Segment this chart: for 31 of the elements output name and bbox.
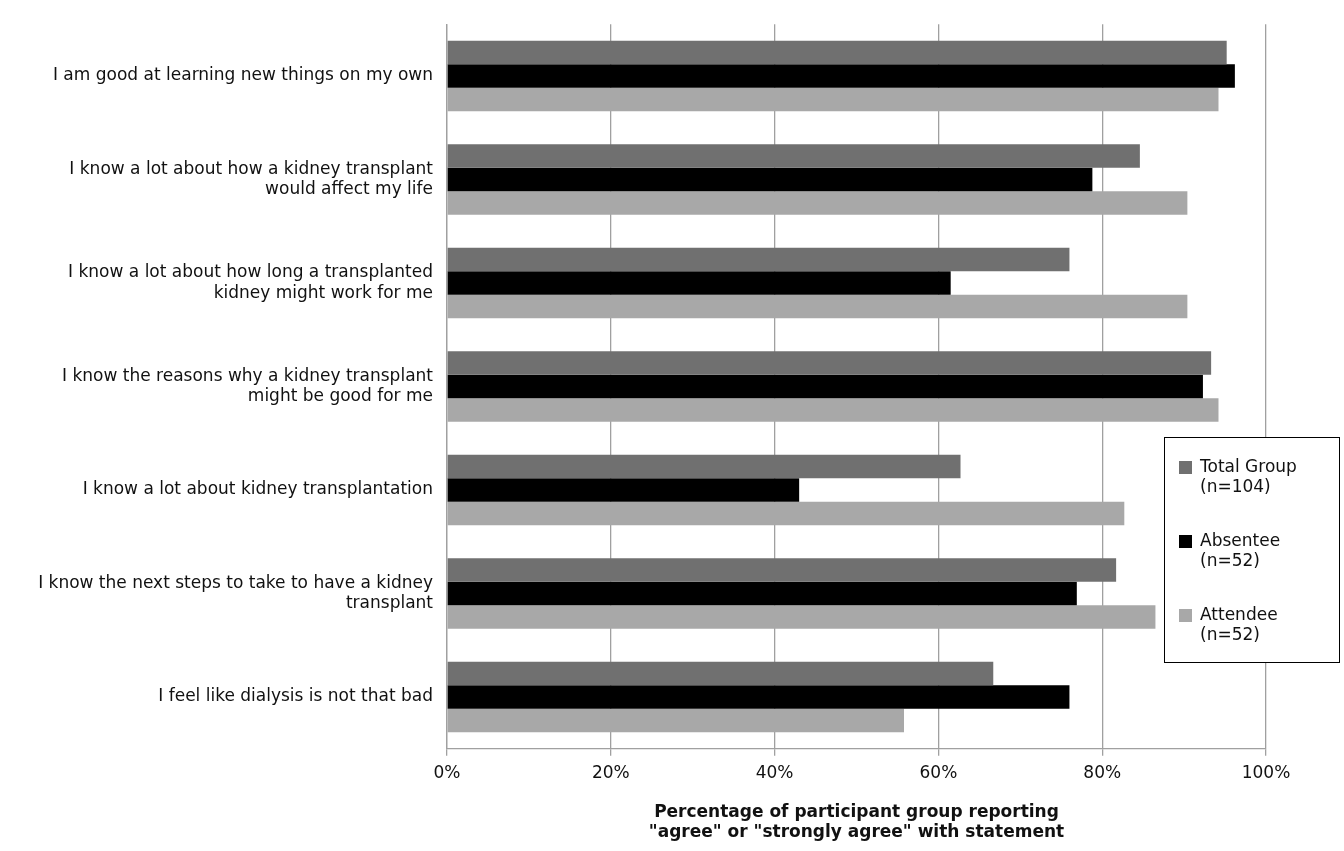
y-tick-label: I know a lot about how long a transplanted kidney might work for me [68, 261, 433, 302]
bar [447, 558, 1117, 582]
x-axis-title: Percentage of participant group reporting "agree" or "strongly agree" with statement [648, 800, 1065, 842]
bar [447, 661, 994, 686]
x-tick-label: 100% [1241, 762, 1291, 783]
bar [447, 167, 1093, 192]
y-tick-label: I know the next steps to take to have a kidney transplant [38, 571, 434, 613]
bar [447, 454, 961, 479]
y-tick-label: I am good at learning new things on my own [52, 64, 433, 85]
x-tick-label: 40% [755, 762, 794, 783]
y-tick-label: I know a lot about how a kidney transplant would affect my life [69, 157, 434, 199]
y-tick-label: I know a lot about kidney transplantation [82, 478, 433, 499]
x-tick-label: 80% [1083, 762, 1122, 783]
bar [447, 144, 1140, 168]
bar [447, 247, 1070, 272]
x-tick-label: 20% [591, 762, 630, 783]
bar [447, 374, 1203, 399]
legend-label: Total Group (n=104) [1200, 456, 1298, 497]
bar [447, 685, 1070, 709]
x-tick-label: 60% [919, 762, 958, 783]
x-tick-label: 0% [433, 762, 461, 783]
y-tick-label: I know the reasons why a kidney transplant might be good for me [62, 364, 434, 406]
bar [447, 581, 1077, 606]
bar [447, 351, 1212, 375]
legend-label: Attendee (n=52) [1200, 604, 1279, 645]
bar [447, 478, 800, 502]
bar [447, 271, 951, 295]
bar [447, 40, 1227, 65]
bar [447, 64, 1235, 88]
legend-label: Absentee (n=52) [1200, 530, 1282, 571]
y-tick-label: I feel like dialysis is not that bad [158, 685, 433, 706]
